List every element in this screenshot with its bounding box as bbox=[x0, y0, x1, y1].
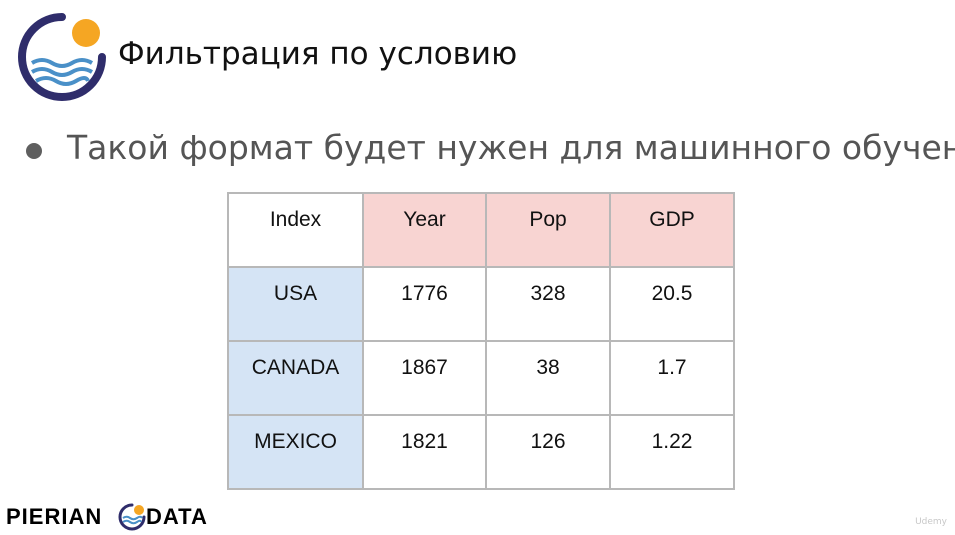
data-table: Index Year Pop GDP USA 1776 328 20.5 CAN… bbox=[227, 192, 735, 490]
table-cell: 328 bbox=[485, 266, 611, 342]
row-index-mexico: MEXICO bbox=[227, 414, 364, 490]
table-row: USA 1776 328 20.5 bbox=[227, 266, 735, 342]
table-cell: 38 bbox=[485, 340, 611, 416]
table-cell: 1776 bbox=[362, 266, 487, 342]
row-index-canada: CANADA bbox=[227, 340, 364, 416]
udemy-watermark: Udemy bbox=[915, 517, 947, 527]
brand-word-data: DATA bbox=[146, 504, 208, 529]
brand-word-pierian: PIERIAN bbox=[6, 504, 103, 529]
table-corner-cell: Index bbox=[227, 192, 364, 268]
column-header-pop: Pop bbox=[485, 192, 611, 268]
table-cell: 1867 bbox=[362, 340, 487, 416]
table-cell: 20.5 bbox=[609, 266, 735, 342]
table-cell: 126 bbox=[485, 414, 611, 490]
slide-title: Фильтрация по условию bbox=[118, 36, 518, 72]
bullet-dot-icon bbox=[26, 143, 42, 159]
table-header-row: Index Year Pop GDP bbox=[227, 192, 735, 268]
table-row: CANADA 1867 38 1.7 bbox=[227, 340, 735, 416]
pierian-sun-wave-icon bbox=[118, 503, 146, 531]
table-cell: 1821 bbox=[362, 414, 487, 490]
table-cell: 1.7 bbox=[609, 340, 735, 416]
row-index-usa: USA bbox=[227, 266, 364, 342]
table-row: MEXICO 1821 126 1.22 bbox=[227, 414, 735, 490]
bullet-text: Такой формат будет нужен для машинного о… bbox=[67, 128, 955, 167]
pierian-logo-icon bbox=[18, 13, 106, 101]
table-cell: 1.22 bbox=[609, 414, 735, 490]
column-header-year: Year bbox=[362, 192, 487, 268]
bullet-item: Такой формат будет нужен для машинного о… bbox=[24, 126, 955, 176]
column-header-gdp: GDP bbox=[609, 192, 735, 268]
